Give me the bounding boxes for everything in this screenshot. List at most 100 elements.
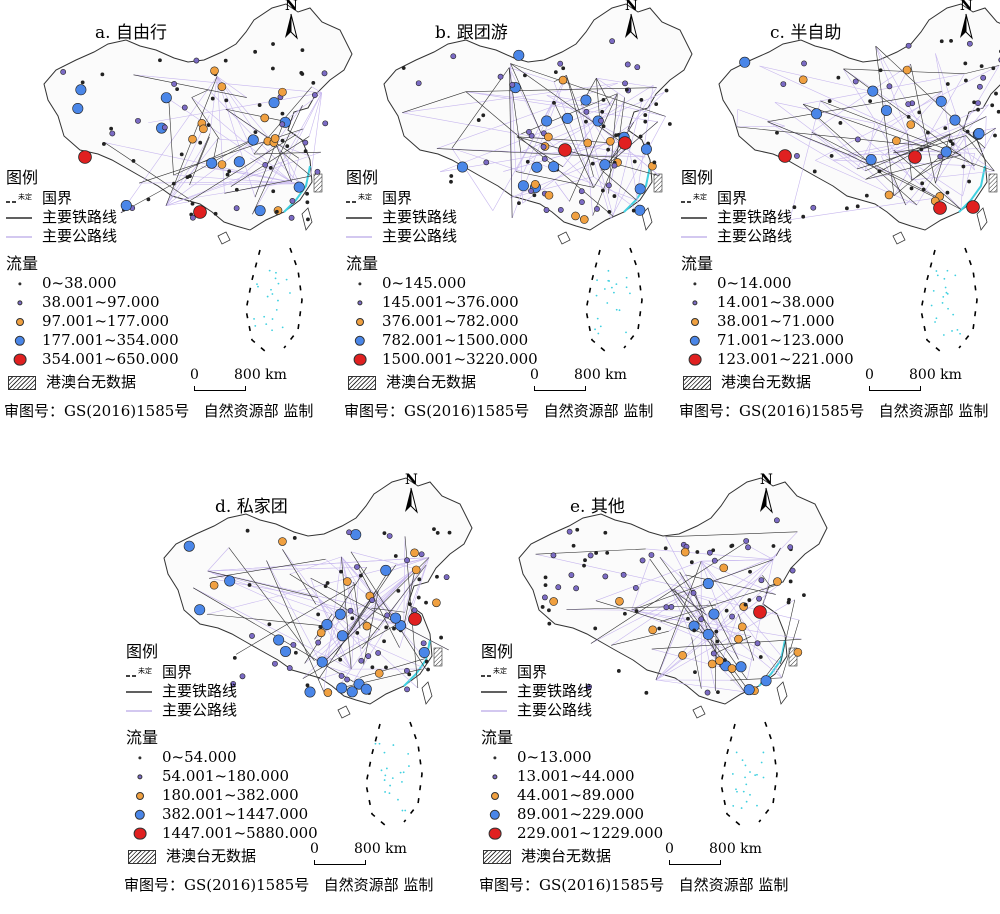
- flow-dot: [382, 640, 385, 643]
- flow-class-label: 0~13.000: [517, 748, 592, 767]
- legend-highway: 主要公路线: [6, 227, 179, 246]
- island-mark: [596, 279, 598, 281]
- flow-dot: [440, 636, 443, 639]
- flow-dot: [907, 115, 910, 118]
- flow-dot: [61, 69, 66, 74]
- hatch-icon: [8, 376, 36, 390]
- legend-flow-class-3: 180.001~382.000: [126, 786, 318, 805]
- flow-dot: [182, 105, 187, 110]
- flow-dot: [606, 137, 614, 145]
- legend-boundary-label: 国界: [42, 189, 72, 208]
- island-mark: [403, 771, 405, 773]
- legend-nodata: 港澳台无数据: [481, 847, 663, 866]
- island-mark: [735, 788, 737, 790]
- flow-dot: [351, 617, 354, 620]
- flow-dot: [281, 112, 284, 115]
- flow-dot: [921, 182, 924, 185]
- island-mark: [615, 283, 617, 285]
- flow-dot: [210, 67, 218, 75]
- flow-dot: [967, 41, 972, 46]
- flow-dot-max: [909, 151, 922, 164]
- flow-class-label: 0~54.000: [162, 748, 237, 767]
- island-mark: [408, 765, 410, 767]
- flow-dot: [339, 570, 342, 573]
- map-credit: 审图号：GS(2016)1585号 自然资源部 监制: [479, 874, 788, 895]
- scale-zero: 0: [530, 367, 539, 383]
- flow-dot: [337, 631, 347, 641]
- scale-zero: 0: [190, 367, 199, 383]
- flow-dot: [301, 49, 304, 52]
- scale-km: 800 km: [234, 367, 287, 383]
- flow-dot: [608, 210, 611, 213]
- flow-dot: [322, 71, 327, 76]
- flow-dot: [649, 626, 657, 634]
- flow-dot: [584, 109, 589, 114]
- island-mark: [277, 300, 279, 302]
- scale-bar-line: [314, 860, 366, 865]
- flow-class-label: 382.001~1447.000: [162, 805, 308, 824]
- flow-dot: [715, 657, 723, 665]
- north-arrow-icon: N: [620, 0, 642, 40]
- flow-dot: [977, 84, 982, 89]
- flow-dot: [199, 141, 202, 144]
- flow-dot: [385, 613, 390, 618]
- island-mark: [384, 752, 386, 754]
- flow-dot: [385, 626, 388, 629]
- flow-dot: [419, 647, 429, 657]
- flow-dot: [558, 207, 563, 212]
- flow-dot: [728, 665, 736, 673]
- flow-dot: [188, 175, 191, 178]
- flow-dot: [194, 605, 204, 615]
- island-mark: [611, 287, 613, 289]
- flow-dot: [261, 114, 269, 122]
- flow-dot: [392, 627, 395, 630]
- flow-class-label: 376.001~782.000: [382, 312, 519, 331]
- flow-class-dot-icon: [346, 334, 374, 348]
- flow-dot: [554, 71, 557, 74]
- island-mark: [732, 805, 734, 807]
- island-mark: [742, 759, 744, 761]
- flow-dot: [317, 657, 327, 667]
- flow-dot: [306, 201, 309, 204]
- flow-dot: [926, 131, 929, 134]
- flow-dot: [271, 67, 274, 70]
- flow-dot: [708, 660, 716, 668]
- flow-dot: [248, 135, 258, 145]
- legend-title: 图例: [346, 168, 538, 187]
- hk-macau-taiwan-hatch: [314, 174, 322, 192]
- flow-dot: [416, 81, 421, 86]
- legend-railway-label: 主要铁路线: [382, 208, 457, 227]
- flow-dot: [294, 182, 304, 192]
- island-mark: [270, 289, 272, 291]
- legend-title: 图例: [481, 642, 663, 661]
- island-mark: [741, 807, 743, 809]
- flow-dot: [336, 683, 346, 693]
- scale-km: 800 km: [909, 367, 962, 383]
- flow-dot: [603, 574, 608, 579]
- island-mark: [384, 779, 386, 781]
- scale-bar-line: [869, 386, 921, 391]
- flow-dot: [868, 86, 878, 96]
- flow-dot: [323, 121, 328, 126]
- flow-dot: [944, 126, 947, 129]
- legend-flow-class-2: 13.001~44.000: [481, 767, 663, 786]
- island-mark: [754, 774, 756, 776]
- flow-dot: [879, 69, 882, 72]
- flow-dot: [384, 666, 387, 669]
- flow-dot: [881, 105, 891, 115]
- flow-dot: [693, 671, 696, 674]
- flow-dot: [366, 654, 371, 659]
- island-mark: [626, 286, 628, 288]
- flow-dot: [176, 88, 179, 91]
- flow-dot: [254, 131, 257, 134]
- island-mark: [389, 792, 391, 794]
- island-mark: [931, 305, 933, 307]
- flow-class-label: 229.001~1229.000: [517, 824, 663, 843]
- flow-dot: [397, 589, 400, 592]
- island-mark: [596, 295, 598, 297]
- highway-line-icon: [346, 230, 374, 244]
- flow-class-dot-icon: [126, 827, 154, 841]
- island-mark: [933, 290, 935, 292]
